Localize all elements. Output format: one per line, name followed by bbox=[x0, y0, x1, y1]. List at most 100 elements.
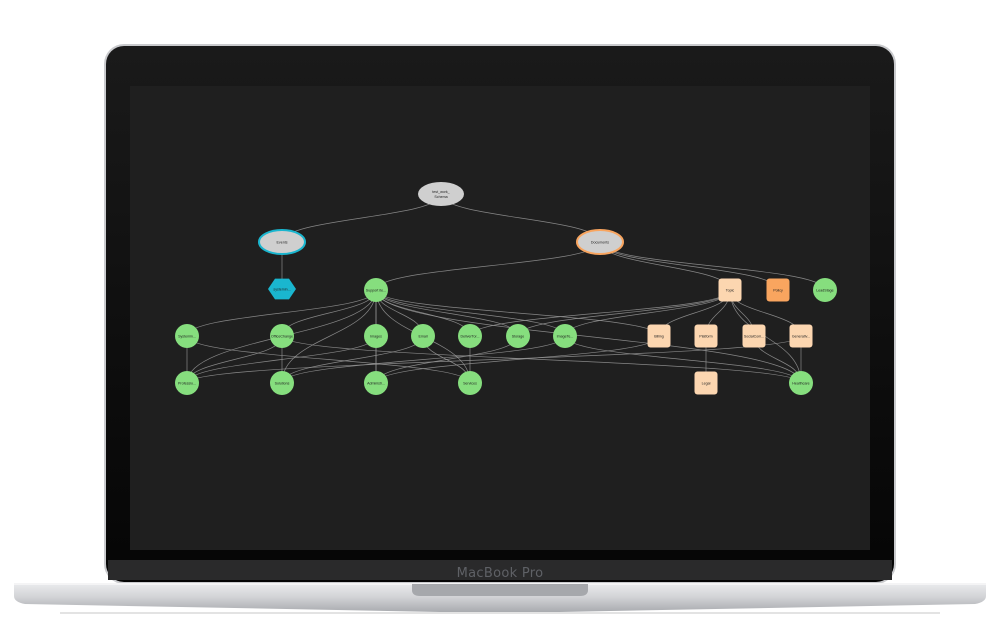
node-shape-s2[interactable] bbox=[694, 324, 718, 348]
node-label-s1: Billing bbox=[654, 334, 664, 338]
nodes-layer: test_work_ Schema Events Documents systemin.… bbox=[175, 182, 837, 395]
edge-support-s1 bbox=[375, 289, 660, 337]
bottom-bezel-band bbox=[108, 560, 892, 580]
node-shape-c5[interactable] bbox=[458, 324, 482, 348]
node-label-c1: Systemin... bbox=[178, 334, 196, 338]
node-b5[interactable]: Healthcare bbox=[789, 371, 813, 395]
node-c1[interactable]: Systemin... bbox=[175, 324, 199, 348]
laptop-base bbox=[14, 584, 986, 612]
edge-s4-b1 bbox=[186, 335, 802, 384]
brand-label: MacBook Pro bbox=[456, 566, 544, 581]
node-s3[interactable]: SocialCom... bbox=[742, 324, 766, 348]
node-s4[interactable]: Generativ... bbox=[789, 324, 813, 348]
node-label-ev_child: systemin... bbox=[273, 287, 290, 291]
base-shadow bbox=[60, 612, 940, 614]
node-label-lead: LeadStage bbox=[816, 288, 833, 292]
edge-root-documents bbox=[440, 193, 601, 243]
node-shape-c3[interactable] bbox=[364, 324, 388, 348]
edge-root-events bbox=[281, 193, 442, 243]
node-label-b4: Services bbox=[463, 381, 477, 385]
node-c7[interactable]: ImageTe... bbox=[553, 324, 577, 348]
node-shape-support[interactable] bbox=[364, 278, 388, 302]
node-b3[interactable]: Administr... bbox=[364, 371, 388, 395]
node-c3[interactable]: Images bbox=[364, 324, 388, 348]
edge-c7-b5 bbox=[564, 335, 802, 384]
node-shape-c7[interactable] bbox=[553, 324, 577, 348]
node-shape-b3[interactable] bbox=[364, 371, 388, 395]
node-shape-c4[interactable] bbox=[411, 324, 435, 348]
node-shape-events[interactable] bbox=[258, 229, 306, 255]
edge-c1-b4 bbox=[186, 335, 471, 384]
node-shape-c1[interactable] bbox=[175, 324, 199, 348]
node-c4[interactable]: Email bbox=[411, 324, 435, 348]
node-shape-ev_child[interactable] bbox=[268, 278, 296, 300]
node-c2[interactable]: OfficeChange bbox=[270, 324, 294, 348]
node-label-s3: SocialCom... bbox=[744, 334, 764, 338]
node-shape-b1[interactable] bbox=[175, 371, 199, 395]
edge-support-c6 bbox=[375, 289, 519, 337]
node-policy[interactable]: Policy bbox=[766, 278, 790, 302]
edge-c2-b1 bbox=[186, 335, 283, 384]
node-legal[interactable]: Legal bbox=[694, 371, 718, 395]
node-label-documents: Documents bbox=[591, 240, 609, 244]
node-label-legal: Legal bbox=[702, 381, 711, 385]
edge-support-b2 bbox=[281, 289, 377, 384]
node-label-s4: Generativ... bbox=[792, 334, 810, 338]
node-lead[interactable]: LeadStage bbox=[813, 278, 837, 302]
edge-s1-b3 bbox=[375, 335, 660, 384]
node-shape-root[interactable] bbox=[418, 182, 464, 206]
edge-c4-b2 bbox=[281, 335, 424, 384]
node-label-c2: OfficeChange bbox=[271, 334, 293, 338]
node-s2[interactable]: Platform bbox=[694, 324, 718, 348]
node-shape-s3[interactable] bbox=[742, 324, 766, 348]
node-events[interactable]: Events bbox=[258, 229, 306, 255]
edge-c2-b5 bbox=[281, 335, 802, 384]
node-label-support: Support ite... bbox=[366, 288, 386, 292]
node-b1[interactable]: Professio... bbox=[175, 371, 199, 395]
node-label-b1: Professio... bbox=[178, 381, 196, 385]
node-support[interactable]: Support ite... bbox=[364, 278, 388, 302]
hinge-notch bbox=[412, 584, 588, 596]
node-shape-s4[interactable] bbox=[789, 324, 813, 348]
node-shape-b5[interactable] bbox=[789, 371, 813, 395]
node-shape-b4[interactable] bbox=[458, 371, 482, 395]
edge-support-c2 bbox=[281, 289, 377, 337]
node-label-b2: Solutions bbox=[275, 381, 290, 385]
node-label-c7: ImageTe... bbox=[557, 334, 574, 338]
edge-support-b5 bbox=[375, 289, 802, 384]
node-b2[interactable]: Solutions bbox=[270, 371, 294, 395]
node-c5[interactable]: DeliverTor... bbox=[458, 324, 482, 348]
edge-documents-policy bbox=[599, 241, 779, 291]
edge-documents-lead bbox=[599, 241, 826, 291]
node-ev_child[interactable]: systemin... bbox=[268, 278, 296, 300]
edge-documents-support bbox=[375, 241, 601, 291]
node-shape-b2[interactable] bbox=[270, 371, 294, 395]
node-shape-c6[interactable] bbox=[506, 324, 530, 348]
node-s1[interactable]: Billing bbox=[647, 324, 671, 348]
node-shape-topic[interactable] bbox=[718, 278, 742, 302]
edge-c7-b2 bbox=[281, 335, 566, 384]
node-shape-c2[interactable] bbox=[270, 324, 294, 348]
node-shape-s1[interactable] bbox=[647, 324, 671, 348]
node-label-c6: Storage bbox=[512, 334, 525, 338]
node-topic[interactable]: Topic bbox=[718, 278, 742, 302]
node-shape-documents[interactable] bbox=[576, 229, 624, 255]
node-label-b3: Administr... bbox=[367, 381, 385, 385]
node-shape-policy[interactable] bbox=[766, 278, 790, 302]
node-label-s2: Platform bbox=[699, 334, 712, 338]
node-b4[interactable]: Services bbox=[458, 371, 482, 395]
node-label-c5: DeliverTor... bbox=[461, 334, 480, 338]
node-label-c3: Images bbox=[370, 334, 382, 338]
node-documents[interactable]: Documents bbox=[576, 229, 624, 255]
node-label-policy: Policy bbox=[773, 288, 783, 292]
node-label-topic: Topic bbox=[726, 288, 735, 292]
node-label-events: Events bbox=[277, 240, 288, 244]
node-label-c4: Email bbox=[419, 334, 428, 338]
node-label-b5: Healthcare bbox=[792, 381, 809, 385]
node-c6[interactable]: Storage bbox=[506, 324, 530, 348]
node-root[interactable]: test_work_ Schema bbox=[418, 182, 464, 206]
node-shape-legal[interactable] bbox=[694, 371, 718, 395]
node-shape-lead[interactable] bbox=[813, 278, 837, 302]
node-label-root: test_work_ Schema bbox=[432, 190, 450, 199]
